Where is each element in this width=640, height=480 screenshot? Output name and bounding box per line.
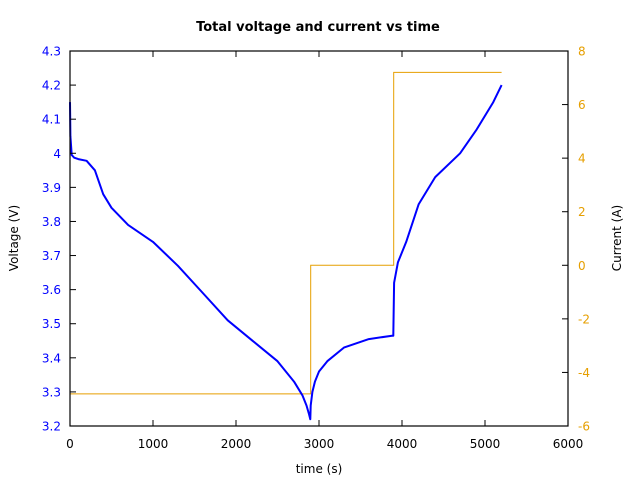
y-tick-label: 3.9 bbox=[42, 181, 61, 195]
y2-axis-label: Current (A) bbox=[610, 205, 624, 271]
y2-tick-label: -6 bbox=[578, 420, 590, 434]
y-tick-label: 3.3 bbox=[42, 385, 61, 399]
y-tick-label: 3.2 bbox=[42, 420, 61, 434]
y2-tick-label: 8 bbox=[578, 45, 586, 59]
x-tick-label: 2000 bbox=[221, 437, 252, 451]
plot-frame bbox=[69, 50, 569, 427]
y-tick-label: 4 bbox=[53, 147, 61, 161]
y2-tick-label: 4 bbox=[578, 152, 586, 166]
x-tick-label: 4000 bbox=[387, 437, 418, 451]
y-tick-label: 4.1 bbox=[42, 113, 61, 127]
left-y-axis-ticks: 3.2 3.3 3.4 3.5 3.6 3.7 3.8 3.9 4 4.1 4.2 4.3 bbox=[42, 45, 76, 434]
y-axis-label: Voltage (V) bbox=[7, 205, 21, 271]
y-tick-label: 3.8 bbox=[42, 215, 61, 229]
y-tick-label: 4.2 bbox=[42, 79, 61, 93]
voltage-series-line bbox=[69, 84, 503, 421]
x-tick-label: 0 bbox=[66, 437, 74, 451]
x-tick-label: 1000 bbox=[138, 437, 169, 451]
x-axis-ticks: 0 1000 2000 3000 4000 5000 6000 bbox=[66, 51, 583, 451]
right-y-axis-ticks: -6 -4 -2 0 2 4 6 8 bbox=[562, 45, 590, 434]
y2-tick-label: 6 bbox=[578, 98, 586, 112]
current-series-line bbox=[70, 71, 502, 395]
y2-tick-label: 2 bbox=[578, 205, 586, 219]
y2-tick-label: 0 bbox=[578, 259, 586, 273]
x-tick-label: 5000 bbox=[470, 437, 501, 451]
x-axis-label: time (s) bbox=[296, 462, 343, 476]
y-tick-label: 4.3 bbox=[42, 45, 61, 59]
y-tick-label: 3.5 bbox=[42, 317, 61, 331]
x-tick-label: 6000 bbox=[553, 437, 584, 451]
plot-area bbox=[69, 50, 569, 427]
y2-tick-label: -2 bbox=[578, 312, 590, 326]
chart-title: Total voltage and current vs time bbox=[196, 20, 440, 35]
y-tick-label: 3.6 bbox=[42, 283, 61, 297]
y-tick-label: 3.4 bbox=[42, 351, 61, 365]
x-tick-label: 3000 bbox=[304, 437, 335, 451]
y-tick-label: 3.7 bbox=[42, 249, 61, 263]
y2-tick-label: -4 bbox=[578, 366, 590, 380]
